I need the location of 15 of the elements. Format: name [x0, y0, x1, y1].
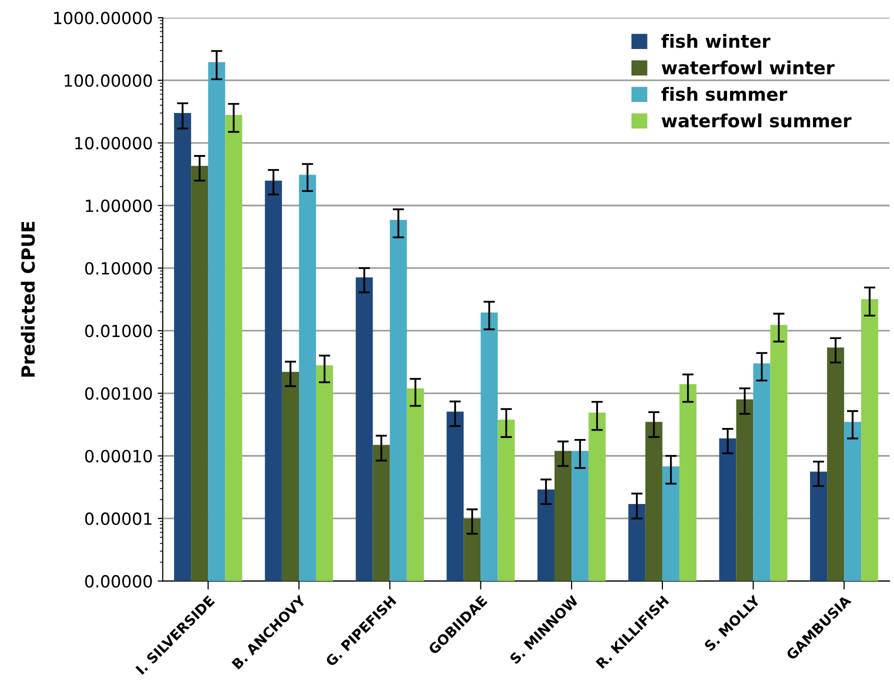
y-tick-label: 0.00100: [85, 387, 152, 400]
y-tick-label: 0.00001: [85, 512, 152, 526]
y-tick-label: 10.00000: [75, 136, 152, 150]
legend-label: fish winter: [661, 34, 770, 48]
y-tick-label: 0.00000: [85, 575, 152, 588]
legend-label: waterfowl winter: [662, 60, 835, 74]
legend-label: waterfowl summer: [662, 113, 852, 128]
y-tick-label: 0.01000: [85, 324, 152, 338]
y-tick-label: 0.00010: [85, 450, 152, 462]
y-tick-label: 100.00000: [64, 74, 152, 87]
y-tick-label: 1.00000: [86, 199, 152, 212]
y-tick-label: 1000.00000: [54, 12, 152, 24]
legend-label: fish summer: [661, 86, 788, 101]
y-axis-title: Predicted CPUE: [20, 222, 35, 377]
y-tick-label: 0.10000: [85, 262, 152, 275]
